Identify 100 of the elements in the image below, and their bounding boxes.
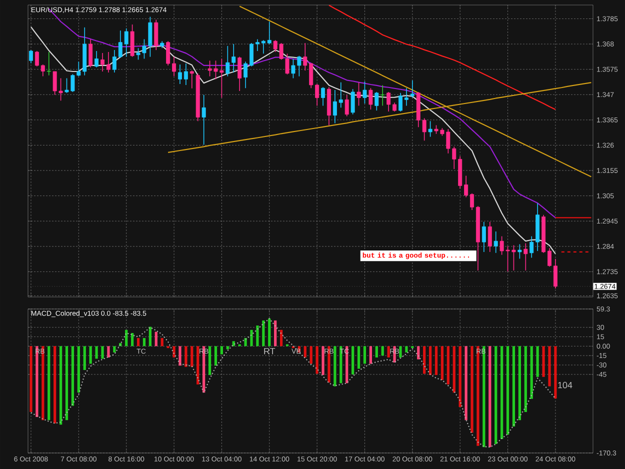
- candlestick: [380, 84, 385, 106]
- bar: [399, 346, 402, 358]
- bar: [357, 346, 360, 369]
- candlestick: [494, 231, 498, 254]
- bar: [322, 346, 324, 376]
- bar: [172, 346, 176, 358]
- candlestick: [238, 56, 242, 92]
- bar: [113, 346, 116, 352]
- bar: [458, 346, 462, 408]
- bar: [190, 346, 194, 367]
- bar: [428, 346, 432, 376]
- candlestick: [261, 40, 266, 54]
- candlestick: [112, 50, 116, 73]
- annotation: 104: [558, 382, 572, 388]
- bar: [101, 346, 104, 359]
- bar: [375, 346, 378, 358]
- bar: [417, 346, 420, 360]
- bar: [65, 346, 68, 420]
- bar: [316, 346, 318, 374]
- bar: [125, 330, 128, 346]
- bar: [148, 326, 152, 346]
- bar: [54, 346, 56, 424]
- candlestick: [88, 38, 93, 68]
- bar: [363, 346, 366, 364]
- bar: [464, 346, 468, 420]
- candlestick: [470, 192, 474, 210]
- candlestick: [190, 70, 194, 89]
- candlestick: [154, 19, 158, 50]
- candlestick: [46, 52, 51, 76]
- candlestick: [232, 44, 236, 73]
- candlestick: [374, 92, 379, 111]
- bar: [423, 346, 426, 374]
- candlestick: [244, 61, 248, 89]
- bar: [334, 346, 336, 386]
- candlestick: [332, 90, 337, 124]
- bar: [310, 346, 312, 364]
- bar: [518, 346, 521, 420]
- candlestick: [398, 92, 402, 112]
- bar: [542, 346, 545, 377]
- candlestick: [172, 56, 176, 77]
- bar: [160, 338, 164, 346]
- bar: [95, 346, 98, 359]
- candlestick: [344, 94, 349, 117]
- bar: [452, 346, 456, 393]
- bar: [77, 346, 80, 393]
- bar: [30, 346, 32, 412]
- candlestick: [386, 92, 391, 112]
- candlestick: [464, 175, 468, 198]
- candlestick: [404, 88, 408, 106]
- candlestick: [518, 244, 522, 260]
- candlestick: [166, 40, 170, 66]
- bar: [440, 346, 444, 380]
- bar: [130, 333, 134, 346]
- bar: [89, 346, 92, 364]
- bar: [142, 338, 146, 346]
- bar: [512, 346, 516, 426]
- candlestick: [524, 242, 528, 271]
- candlestick: [94, 50, 99, 68]
- candlestick: [178, 64, 182, 84]
- candlestick: [202, 94, 206, 146]
- candlestick: [106, 52, 110, 73]
- candlestick: [488, 221, 492, 252]
- bar: [226, 346, 229, 350]
- bar: [381, 346, 384, 356]
- bar: [470, 346, 474, 433]
- bar: [387, 346, 390, 358]
- candlestick: [29, 50, 33, 64]
- bar: [250, 330, 253, 346]
- bar: [184, 346, 188, 367]
- bar: [536, 346, 539, 377]
- bar: [136, 338, 140, 346]
- bar: [446, 346, 450, 384]
- bar: [262, 320, 265, 346]
- bar: [154, 332, 158, 346]
- candlestick: [428, 120, 432, 138]
- candlestick: [226, 46, 230, 77]
- bar: [214, 346, 218, 366]
- candlestick: [267, 21, 272, 44]
- bar: [59, 346, 62, 425]
- bar: [220, 346, 224, 354]
- candlestick: [34, 50, 39, 67]
- bar: [304, 346, 306, 358]
- bar: [256, 325, 259, 346]
- candlestick: [356, 82, 361, 106]
- candlestick: [548, 248, 552, 268]
- candlestick: [184, 63, 188, 86]
- bar: [434, 346, 438, 376]
- candlestick: [315, 84, 320, 106]
- bar: [83, 346, 86, 370]
- bar: [500, 346, 504, 439]
- candlestick: [553, 258, 558, 289]
- bar: [268, 318, 271, 346]
- bar: [506, 346, 510, 435]
- candlestick: [250, 42, 254, 67]
- bar: [369, 346, 372, 364]
- bar: [352, 346, 354, 374]
- candlestick: [40, 64, 45, 77]
- bar: [208, 346, 212, 376]
- bar: [71, 346, 74, 406]
- bar: [405, 346, 408, 352]
